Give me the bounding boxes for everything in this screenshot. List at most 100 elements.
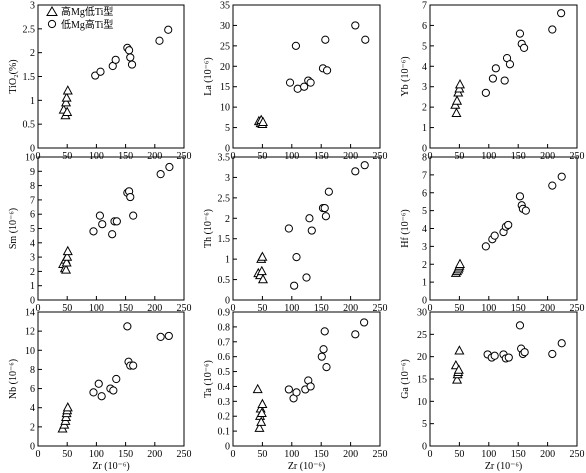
x-tick-label: 0 (428, 449, 433, 460)
x-tick-label: 50 (257, 449, 267, 460)
circle-point (322, 362, 331, 372)
y-tick-label: 2 (30, 48, 35, 59)
y-tick-label: 4 (422, 224, 427, 235)
circle-point (305, 214, 314, 223)
x-axis-label: Zr (10⁻⁶) (288, 461, 325, 472)
triangle-point (257, 116, 269, 126)
triangle-point (256, 265, 267, 276)
y-tick-label: 3 (422, 242, 427, 253)
plot-frame (429, 311, 578, 447)
y-tick-label: 20 (220, 62, 230, 73)
circle-point (548, 349, 557, 359)
circle-point (129, 361, 138, 370)
circle-point (490, 351, 499, 360)
y-tick-label: 2 (30, 267, 35, 278)
y-tick-label: 0.4 (218, 382, 231, 393)
x-tick-label: 200 (147, 449, 162, 460)
circle-point (111, 55, 120, 64)
y-axis-label: Yb (10⁻⁶) (400, 56, 411, 96)
y-tick-label: 0.6 (218, 352, 231, 363)
panel-yb: 05010015020025001234567Yb (10⁻⁶) (400, 1, 585, 163)
x-tick-label: 0 (231, 449, 236, 460)
circle-point (300, 82, 309, 91)
y-tick-label: 0 (30, 296, 35, 307)
circle-point (557, 339, 566, 348)
y-tick-label: 0.1 (218, 427, 231, 438)
triangle-point (257, 398, 268, 409)
y-tick-label: 4 (30, 403, 35, 414)
x-axis-label: Zr (10⁻⁶) (485, 461, 522, 472)
triangle-point (452, 95, 463, 105)
triangle-point (454, 79, 466, 89)
circle-point (361, 35, 370, 44)
circle-point (548, 181, 557, 190)
y-tick-label: 0 (422, 144, 427, 155)
y-tick-label: 15 (417, 375, 427, 386)
y-tick-label: 0 (30, 442, 35, 453)
y-tick-label: 6 (30, 210, 35, 221)
y-tick-label: 0 (225, 144, 230, 155)
x-tick-label: 100 (481, 303, 496, 314)
circle-point (481, 242, 490, 251)
y-tick-label: 30 (417, 308, 427, 319)
plot-frame (232, 4, 381, 149)
circle-point (360, 161, 369, 170)
triangle-point (62, 85, 73, 95)
y-axis-label: TiO₂(%) (8, 59, 19, 93)
y-tick-label: 0.3 (218, 397, 231, 408)
x-tick-label: 150 (511, 303, 526, 314)
x-tick-label: 100 (89, 303, 104, 314)
y-tick-label: 2.5 (23, 24, 36, 35)
y-tick-label: 1 (225, 255, 230, 266)
plot-frame (37, 156, 185, 301)
circle-point (156, 332, 165, 341)
y-tick-label: 0 (225, 296, 230, 307)
y-axis-label: Hf (10⁻⁶) (400, 209, 411, 247)
x-tick-label: 150 (314, 449, 329, 460)
triangle-point (62, 402, 73, 412)
y-tick-label: 8 (30, 365, 35, 376)
circle-point (481, 88, 490, 97)
triangle-point (61, 257, 72, 267)
triangle-point (454, 258, 466, 268)
y-tick-label: 25 (417, 330, 427, 341)
circle-point (504, 220, 513, 230)
panels: 05010015020025000.511.522.53TiO₂(%)05010… (8, 1, 585, 473)
circle-point (504, 353, 513, 362)
panel-hf: 0 50 100 150 200 250 0 1 2 3 4 5 6 7 8 Hf (10⁻⁶) (400, 153, 585, 315)
plot-frame (429, 4, 578, 149)
circle-point (125, 46, 134, 55)
y-tick-label: 1.5 (218, 234, 231, 245)
circle-point (302, 273, 311, 282)
circle-point (490, 231, 499, 240)
circle-point (112, 374, 121, 384)
triangle-point (252, 383, 263, 394)
x-tick-label: 250 (177, 449, 192, 460)
circle-point (285, 78, 295, 87)
y-tick-label: 1 (30, 96, 35, 107)
circle-point (127, 60, 137, 69)
y-tick-label: 3 (422, 82, 427, 93)
x-tick-label: 50 (62, 303, 72, 314)
y-tick-label: 1 (30, 281, 35, 292)
y-tick-label: 2 (422, 103, 427, 114)
y-tick-label: 9 (30, 167, 35, 178)
y-tick-label: 3.5 (218, 153, 231, 164)
y-tick-label: 0 (422, 442, 427, 453)
y-tick-label: 0.5 (23, 120, 36, 131)
y-tick-label: 1.5 (23, 72, 36, 83)
x-tick-label: 250 (177, 303, 192, 314)
circle-point (519, 43, 529, 53)
legend-circle-marker (47, 19, 57, 29)
circle-point (89, 388, 98, 397)
y-tick-label: 10 (25, 346, 35, 357)
x-axis-label: Zr (10⁻⁶) (92, 461, 129, 472)
x-tick-label: 200 (540, 449, 555, 460)
circle-point (317, 352, 326, 361)
y-axis-label: Th (10⁻⁶) (203, 209, 214, 248)
x-tick-label: 200 (540, 303, 555, 314)
circle-point (164, 331, 173, 341)
circle-point (491, 64, 500, 73)
